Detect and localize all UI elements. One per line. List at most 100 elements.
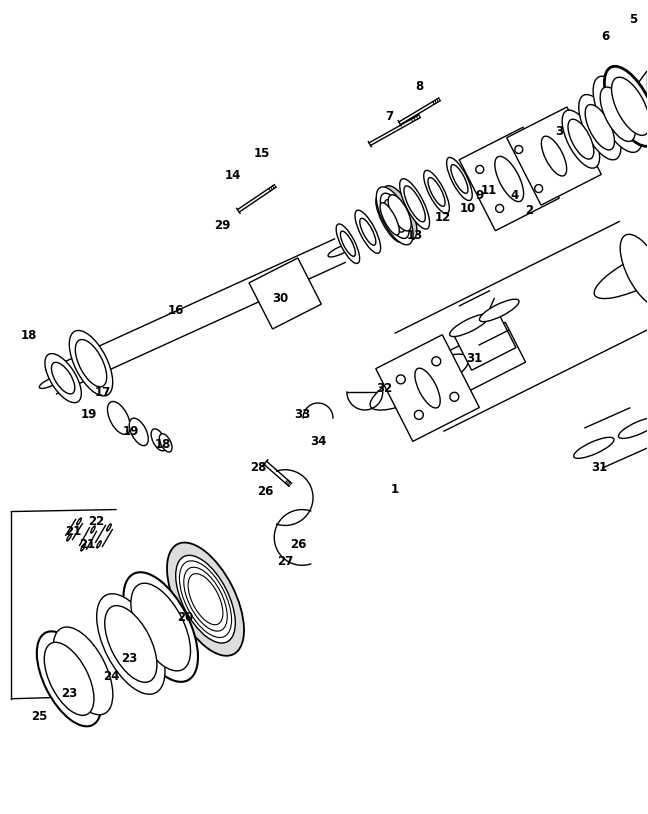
Ellipse shape: [44, 642, 94, 716]
Ellipse shape: [75, 339, 107, 387]
Text: 5: 5: [630, 13, 638, 26]
Text: 18: 18: [154, 438, 171, 451]
Polygon shape: [507, 107, 601, 205]
Ellipse shape: [159, 434, 172, 452]
Text: 16: 16: [167, 304, 184, 317]
Ellipse shape: [97, 593, 165, 694]
Ellipse shape: [370, 354, 469, 410]
Ellipse shape: [573, 437, 614, 458]
Ellipse shape: [167, 543, 244, 656]
Polygon shape: [403, 322, 526, 414]
Text: 9: 9: [475, 190, 483, 203]
Ellipse shape: [593, 77, 642, 152]
Ellipse shape: [81, 544, 85, 551]
Text: 26: 26: [257, 485, 273, 498]
Ellipse shape: [404, 186, 425, 222]
Ellipse shape: [496, 204, 503, 212]
Ellipse shape: [579, 94, 621, 160]
Ellipse shape: [376, 195, 404, 243]
Text: 2: 2: [525, 204, 533, 217]
Ellipse shape: [414, 410, 423, 419]
Ellipse shape: [515, 146, 523, 154]
Text: 6: 6: [601, 30, 610, 43]
Polygon shape: [376, 335, 480, 441]
Ellipse shape: [618, 418, 648, 439]
Text: 27: 27: [277, 555, 294, 568]
Text: 30: 30: [272, 292, 288, 305]
Ellipse shape: [568, 119, 594, 159]
Polygon shape: [249, 258, 321, 329]
Text: 29: 29: [214, 219, 231, 232]
Ellipse shape: [360, 218, 376, 245]
Text: 4: 4: [510, 190, 518, 203]
Text: 19: 19: [81, 409, 97, 422]
Text: 26: 26: [290, 538, 307, 551]
Polygon shape: [459, 127, 559, 230]
Text: 25: 25: [31, 710, 47, 723]
Ellipse shape: [184, 567, 227, 631]
Text: 11: 11: [481, 185, 498, 198]
Text: 20: 20: [178, 610, 194, 624]
Ellipse shape: [380, 203, 399, 235]
Ellipse shape: [53, 627, 113, 715]
Text: 33: 33: [294, 409, 310, 422]
Text: 23: 23: [61, 687, 77, 700]
Ellipse shape: [45, 353, 82, 403]
Ellipse shape: [380, 193, 409, 239]
Ellipse shape: [67, 534, 71, 540]
Ellipse shape: [37, 632, 101, 726]
Ellipse shape: [179, 561, 231, 637]
Ellipse shape: [40, 376, 63, 388]
Ellipse shape: [397, 375, 405, 384]
Ellipse shape: [612, 77, 648, 135]
Ellipse shape: [376, 187, 413, 245]
Ellipse shape: [495, 156, 524, 202]
Ellipse shape: [91, 526, 95, 533]
Ellipse shape: [97, 541, 101, 548]
Text: 14: 14: [224, 169, 240, 182]
Text: 24: 24: [103, 671, 119, 683]
Text: 23: 23: [121, 652, 137, 665]
Text: 21: 21: [79, 538, 95, 551]
Text: 12: 12: [434, 212, 450, 225]
Ellipse shape: [105, 606, 157, 682]
Ellipse shape: [605, 66, 648, 147]
Text: 15: 15: [254, 147, 270, 160]
Text: 28: 28: [250, 462, 266, 475]
Ellipse shape: [450, 392, 459, 401]
Ellipse shape: [355, 210, 380, 253]
Ellipse shape: [336, 224, 360, 264]
Text: 22: 22: [88, 515, 104, 528]
Ellipse shape: [51, 362, 75, 394]
Ellipse shape: [480, 300, 519, 322]
Ellipse shape: [107, 524, 111, 531]
Text: 1: 1: [391, 484, 399, 497]
Ellipse shape: [594, 243, 648, 299]
Text: 34: 34: [310, 435, 326, 449]
Text: 13: 13: [406, 230, 422, 243]
Text: 19: 19: [122, 426, 139, 439]
Ellipse shape: [424, 170, 449, 213]
Ellipse shape: [451, 164, 468, 194]
Polygon shape: [453, 310, 516, 370]
Ellipse shape: [400, 179, 430, 229]
Ellipse shape: [600, 87, 635, 142]
Ellipse shape: [188, 574, 223, 625]
Text: 31: 31: [591, 462, 607, 475]
Text: 21: 21: [65, 525, 81, 538]
Ellipse shape: [76, 518, 82, 525]
Ellipse shape: [130, 418, 148, 445]
Ellipse shape: [415, 368, 440, 408]
Ellipse shape: [432, 357, 441, 365]
Ellipse shape: [476, 165, 483, 173]
Text: 3: 3: [555, 125, 563, 138]
Ellipse shape: [151, 429, 167, 451]
Ellipse shape: [388, 195, 411, 231]
Ellipse shape: [446, 157, 472, 200]
Ellipse shape: [340, 231, 355, 256]
Text: 10: 10: [459, 203, 476, 216]
Text: 8: 8: [415, 80, 424, 93]
Ellipse shape: [382, 186, 417, 240]
Ellipse shape: [450, 314, 489, 336]
Ellipse shape: [541, 136, 566, 176]
